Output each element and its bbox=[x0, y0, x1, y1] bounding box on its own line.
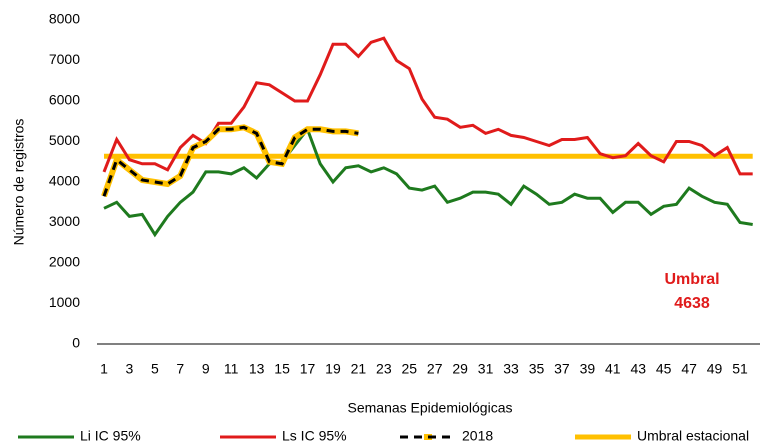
y-tick-label: 0 bbox=[72, 335, 80, 351]
y-tick-label: 7000 bbox=[49, 51, 80, 67]
series-line bbox=[103, 126, 753, 238]
legend-label: 2018 bbox=[462, 428, 493, 444]
series-line bbox=[102, 36, 753, 176]
x-tick-label: 45 bbox=[656, 361, 672, 377]
x-tick-label: 41 bbox=[605, 361, 621, 377]
x-tick-label: 49 bbox=[707, 361, 723, 377]
x-tick-label: 37 bbox=[554, 361, 570, 377]
x-tick-label: 47 bbox=[681, 361, 697, 377]
x-tick-label: 9 bbox=[202, 361, 210, 377]
x-tick-label: 27 bbox=[427, 361, 443, 377]
y-tick-label: 8000 bbox=[49, 11, 80, 27]
x-tick-label: 35 bbox=[529, 361, 545, 377]
x-tick-label: 31 bbox=[478, 361, 494, 377]
y-tick-label: 5000 bbox=[49, 132, 80, 148]
x-tick-label: 5 bbox=[151, 361, 159, 377]
x-axis-title: Semanas Epidemiológicas bbox=[348, 400, 513, 416]
y-axis-title: Número de registros bbox=[11, 119, 27, 246]
x-tick-label: 19 bbox=[325, 361, 341, 377]
x-tick-label: 43 bbox=[630, 361, 646, 377]
x-tick-label: 25 bbox=[401, 361, 417, 377]
y-tick-label: 6000 bbox=[49, 92, 80, 108]
annotation-value: 4638 bbox=[674, 295, 710, 312]
x-tick-label: 1 bbox=[100, 361, 108, 377]
legend-label: Umbral estacional bbox=[637, 428, 749, 444]
legend-label: Ls IC 95% bbox=[282, 428, 347, 444]
annotation-text: Umbral bbox=[664, 271, 719, 288]
legend-label: Li IC 95% bbox=[80, 428, 141, 444]
x-tick-label: 29 bbox=[452, 361, 468, 377]
x-tick-label: 11 bbox=[224, 361, 239, 377]
x-tick-label: 33 bbox=[503, 361, 519, 377]
series-line bbox=[102, 125, 359, 197]
y-tick-label: 4000 bbox=[49, 173, 80, 189]
y-tick-label: 3000 bbox=[49, 213, 80, 229]
x-tick-label: 51 bbox=[732, 361, 748, 377]
y-tick-label: 2000 bbox=[49, 254, 80, 270]
x-tick-label: 17 bbox=[300, 361, 316, 377]
y-tick-label: 1000 bbox=[49, 294, 80, 310]
x-tick-label: 7 bbox=[176, 361, 184, 377]
x-tick-label: 15 bbox=[274, 361, 290, 377]
x-tick-label: 39 bbox=[580, 361, 596, 377]
x-tick-label: 21 bbox=[351, 361, 367, 377]
x-tick-label: 23 bbox=[376, 361, 392, 377]
x-tick-label: 3 bbox=[126, 361, 134, 377]
x-tick-label: 13 bbox=[249, 361, 265, 377]
